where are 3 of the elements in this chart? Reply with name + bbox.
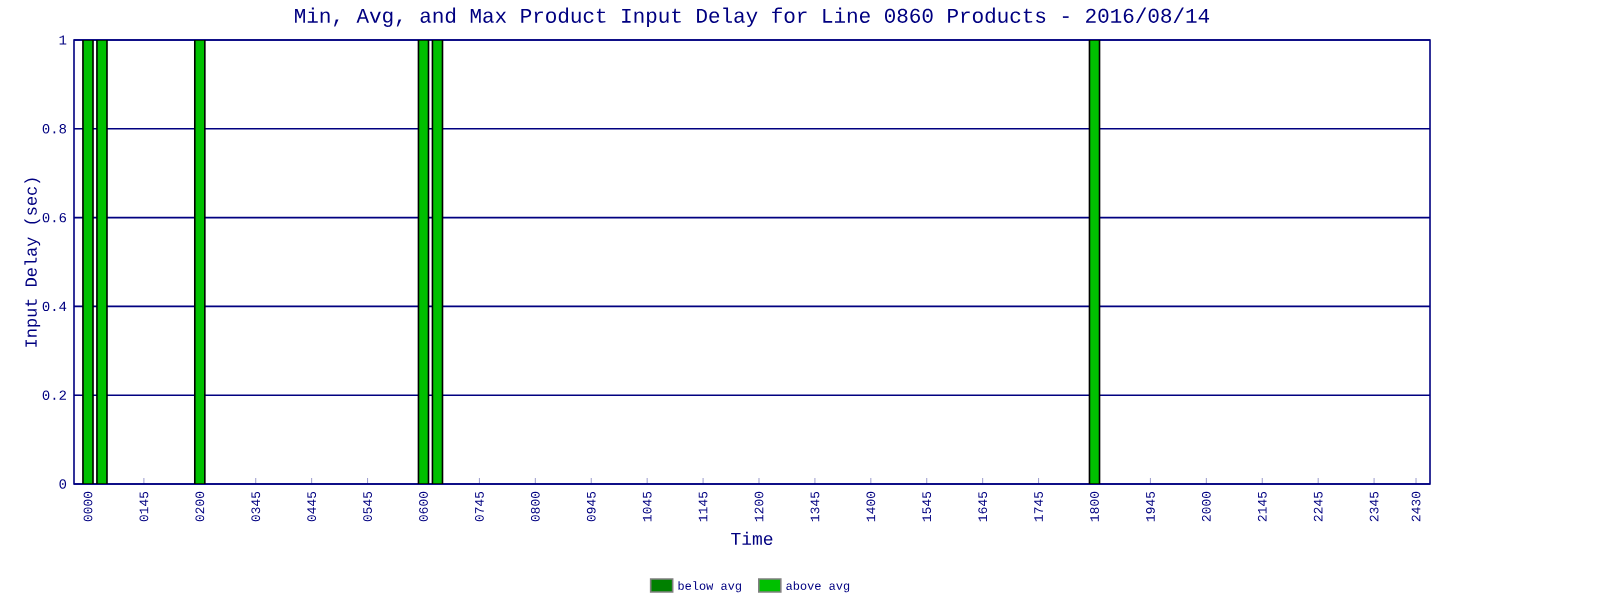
y-axis-title: Input Delay (sec) — [24, 178, 41, 347]
chart-title: Min, Avg, and Max Product Input Delay for Line 0860 Products - 2016/08/14 — [295, 7, 1210, 27]
x-axis-title: Time — [731, 531, 773, 545]
